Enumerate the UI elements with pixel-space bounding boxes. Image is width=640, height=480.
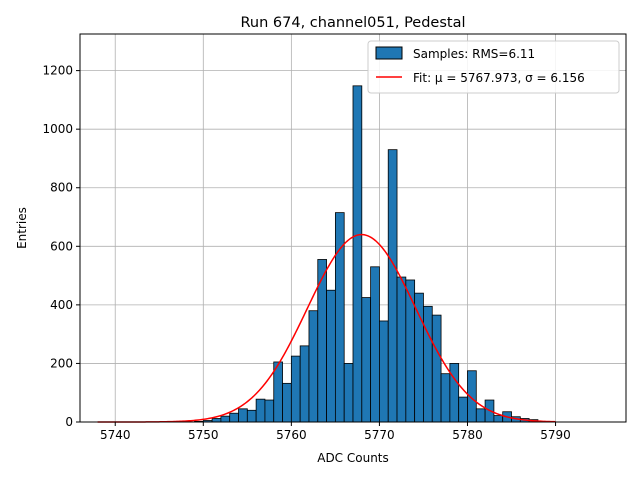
x-tick-label: 5760 [276,428,307,442]
y-axis-label: Entries [15,207,29,249]
histogram-bar [290,355,301,423]
histogram-bar [423,305,433,423]
y-axis-ticks: 0 200 400 600 800 1000 1200 [42,64,80,429]
x-tick-label: 5770 [364,428,395,442]
legend-samples-swatch [375,46,403,60]
histogram-bar [431,314,442,423]
y-tick-label: 1200 [42,64,73,78]
y-tick-label: 200 [50,356,73,370]
y-tick-label: 400 [50,298,73,312]
histogram-bar [273,361,283,423]
histogram-bar [361,297,372,423]
histogram-bar [229,412,239,423]
histogram-bar [211,418,222,423]
histogram-bar [493,415,504,423]
x-axis-label: ADC Counts [317,451,389,465]
histogram-bar [387,149,398,423]
histogram-bar [282,382,292,423]
y-tick-label: 1000 [42,122,73,136]
histogram-bar [220,415,231,423]
histogram-bar [255,398,266,423]
histogram-bar [475,408,486,423]
histogram-bar [343,363,354,423]
legend-samples-label: Samples: RMS=6.11 [413,47,535,61]
histogram-bar [238,408,248,423]
histogram-bar [370,266,380,423]
y-tick-label: 800 [50,181,73,195]
histogram-bar [458,396,468,423]
histogram-bar [352,85,363,423]
histogram-bar [440,373,451,423]
histogram-bar [405,279,416,423]
legend: Samples: RMS=6.11 Fit: μ = 5767.973, σ =… [367,40,620,94]
histogram-bar [308,310,319,423]
histogram-bar [414,292,424,423]
histogram-bar [326,289,336,423]
x-tick-label: 5740 [100,428,131,442]
histogram-bar [299,345,310,423]
legend-fit-label: Fit: μ = 5767.973, σ = 6.156 [413,71,585,85]
x-tick-label: 5750 [188,428,219,442]
y-tick-label: 600 [50,239,73,253]
x-axis-ticks: 5740 5750 5760 5770 5780 5790 [100,422,571,442]
histogram-bar [264,399,275,423]
legend-box [367,40,620,94]
histogram-bar [334,212,345,423]
x-tick-label: 5780 [452,428,483,442]
y-tick-label: 0 [65,415,73,429]
plot-frame [79,33,627,423]
histogram-bar [396,276,407,423]
x-tick-label: 5790 [540,428,571,442]
histogram-bar [379,320,389,423]
histogram-bar [246,409,257,423]
chart-title: Run 674, channel051, Pedestal [240,15,465,31]
histogram-bar [449,363,460,423]
